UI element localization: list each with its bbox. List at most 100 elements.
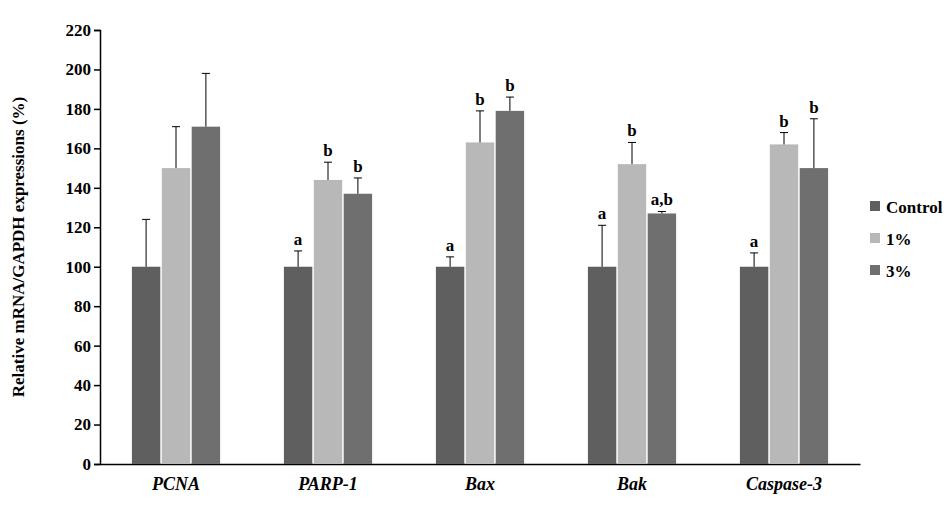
y-tick-label: 20 — [74, 415, 91, 434]
error-bar — [810, 119, 818, 168]
y-tick-label: 80 — [74, 297, 91, 316]
significance-letter: b — [353, 157, 362, 176]
y-tick-mark — [94, 109, 100, 111]
error-bar-cap — [476, 110, 484, 111]
chart: 0 20 40 60 80 100 120 140 160 180 200 220 PCNA PARP-1… — [0, 0, 945, 522]
y-tick: 100 — [66, 258, 101, 277]
y-tick-mark — [94, 227, 100, 229]
error-bar-cap — [172, 126, 180, 127]
y-tick: 200 — [66, 60, 101, 79]
bar — [132, 267, 160, 464]
y-tick-mark — [94, 385, 100, 387]
y-tick: 20 — [74, 415, 100, 434]
y-tick-mark — [94, 306, 100, 308]
y-tick-label: 160 — [66, 139, 92, 158]
x-tick-label: Bax — [464, 474, 495, 494]
significance-letter: a — [294, 230, 303, 249]
x-tick-label: PCNA — [151, 474, 200, 494]
x-axis: PCNA PARP-1 Bax Bak Caspase-3 — [101, 464, 861, 494]
x-tick: Caspase-3 — [746, 464, 822, 494]
error-bar-line — [328, 162, 329, 180]
legend-item: 1% — [870, 230, 912, 249]
y-tick-label: 180 — [66, 100, 92, 119]
error-bar-line — [146, 219, 147, 266]
x-tick: Bax — [464, 464, 495, 494]
y-tick-mark — [94, 30, 100, 32]
x-tick: PCNA — [151, 464, 200, 494]
y-tick-label: 200 — [66, 60, 92, 79]
y-tick-mark — [94, 464, 100, 466]
legend-swatch — [870, 233, 880, 243]
error-bar-line — [813, 119, 814, 168]
x-tick: PARP-1 — [297, 464, 358, 494]
bar — [618, 164, 646, 464]
x-tick-label: PARP-1 — [297, 474, 358, 494]
significance-letter: a — [446, 236, 455, 255]
significance-letter: a,b — [651, 190, 673, 209]
y-axis: 0 20 40 60 80 100 120 140 160 180 200 220 — [66, 21, 101, 474]
error-bar-cap — [446, 256, 454, 257]
y-axis-line — [94, 31, 101, 465]
significance-letter: b — [505, 76, 514, 95]
y-tick-mark — [94, 345, 100, 347]
error-bar — [658, 211, 666, 213]
error-bar — [780, 133, 788, 145]
y-tick: 0 — [83, 455, 101, 474]
significance-letter: b — [475, 90, 484, 109]
error-bar-line — [176, 127, 177, 168]
y-tick-mark — [94, 69, 100, 71]
y-tick: 120 — [66, 218, 101, 237]
legend-label: 1% — [886, 230, 912, 249]
y-tick-label: 220 — [66, 21, 92, 40]
error-bar — [750, 253, 758, 267]
error-bar-cap — [658, 211, 666, 212]
significance-letter: a — [598, 204, 607, 223]
error-bar-cap — [354, 177, 362, 178]
y-tick-label: 40 — [74, 376, 91, 395]
y-tick-label: 140 — [66, 179, 92, 198]
y-tick-mark — [94, 266, 100, 268]
bar — [740, 267, 768, 464]
letters: aaaabbbbbba,bb — [294, 76, 819, 255]
error-bar-cap — [810, 118, 818, 119]
y-tick: 40 — [74, 376, 100, 395]
error-bar-line — [632, 142, 633, 164]
x-tick-label: Caspase-3 — [746, 474, 822, 494]
error-bar-cap — [628, 142, 636, 143]
error-bar — [476, 111, 484, 143]
legend-label: Control — [886, 198, 943, 217]
error-bar-cap — [750, 252, 758, 253]
bar — [284, 267, 312, 464]
bar — [466, 142, 494, 464]
y-tick-mark — [94, 188, 100, 190]
error-bar-line — [509, 97, 510, 111]
y-tick-mark — [94, 424, 100, 426]
significance-letter: b — [627, 121, 636, 140]
x-tick-label: Bak — [616, 474, 647, 494]
legend: Control 1% 3% — [870, 198, 943, 281]
x-tick: Bak — [616, 464, 647, 494]
error-bar — [294, 251, 302, 267]
bar — [588, 267, 616, 464]
significance-letter: a — [750, 232, 759, 251]
bar — [344, 194, 372, 464]
error-bar — [628, 142, 636, 164]
bar — [496, 111, 524, 464]
bar — [436, 267, 464, 464]
error-bar-line — [450, 257, 451, 267]
y-tick: 80 — [74, 297, 100, 316]
bar — [192, 127, 220, 464]
error-bar-line — [480, 111, 481, 143]
y-tick: 160 — [66, 139, 101, 158]
error-bar-cap — [780, 132, 788, 133]
y-tick: 60 — [74, 337, 100, 356]
y-tick-label: 60 — [74, 337, 91, 356]
error-bar-line — [754, 253, 755, 267]
error-bar-cap — [598, 225, 606, 226]
bar — [770, 144, 798, 464]
y-tick-label: 100 — [66, 258, 92, 277]
legend-item: 3% — [870, 262, 912, 281]
error-bar — [324, 162, 332, 180]
y-axis-title: Relative mRNA/GAPDH expressions (%) — [9, 97, 28, 397]
y-tick-label: 120 — [66, 218, 92, 237]
